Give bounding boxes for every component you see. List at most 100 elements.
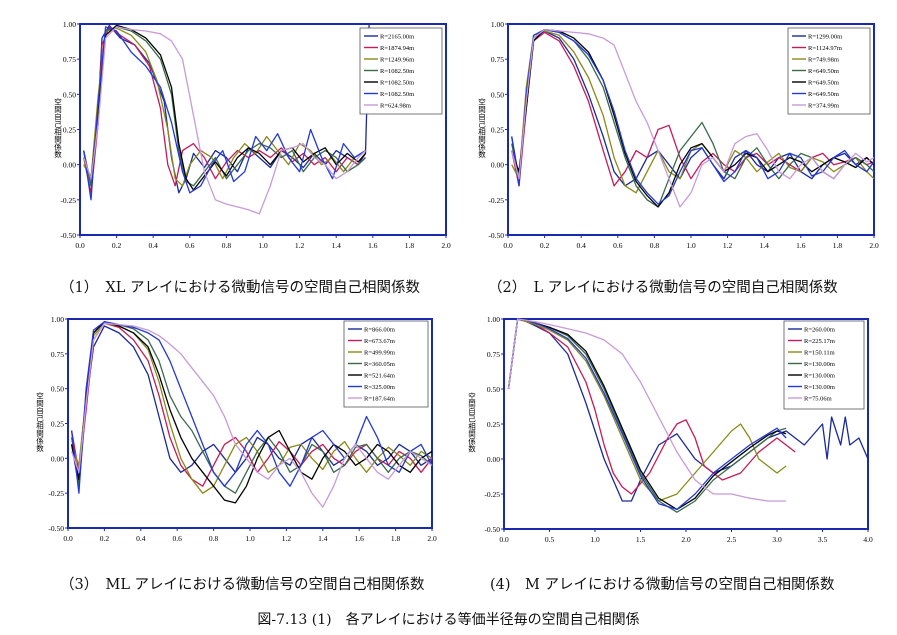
x-tick-label: 3.0 — [772, 535, 782, 544]
x-tick-label: 2.0 — [869, 241, 879, 250]
x-tick-label: 0.0 — [75, 241, 85, 250]
x-tick-label: 1.2 — [295, 241, 305, 250]
x-tick-label: 0.4 — [149, 241, 159, 250]
legend-label: R=130.00m — [804, 361, 835, 368]
y-tick-label: 1.00 — [51, 315, 64, 324]
series-line-3 — [83, 27, 366, 187]
legend-label: R=130.00m — [804, 373, 835, 380]
chart-3-svg: 1.00 0.75 0.50 0.25 0.00 -0.25 -0.500.0 0.2 0.4 0… — [35, 315, 437, 543]
chart-4-caption: (4) M アレイにおける微動信号の空間自己相関係数 — [490, 577, 835, 593]
legend-label: R=1082.50m — [380, 80, 414, 87]
y-tick-label: 0.00 — [491, 161, 504, 170]
chart-2-svg: 1.00 0.75 0.50 0.25 0.00 -0.25 -0.500.0 0.2 0.4 0… — [477, 20, 879, 250]
x-tick-label: 0.6 — [613, 241, 623, 250]
series-line-3 — [511, 30, 875, 194]
legend-label: R=1299.00m — [808, 34, 842, 41]
y-tick-label: 0.25 — [491, 126, 504, 135]
y-tick-label: -0.50 — [484, 525, 500, 534]
series-line-1 — [83, 23, 370, 194]
y-axis-label: 空間自己相関係数 — [35, 391, 44, 454]
legend-label: R=225.17m — [804, 338, 835, 345]
legend-label: R=374.99m — [808, 103, 839, 110]
y-tick-label: -0.25 — [48, 489, 64, 498]
x-tick-label: 2.0 — [427, 534, 437, 543]
legend-label: R=649.50m — [808, 68, 839, 75]
y-axis-label: 空間自己相関係数 — [53, 96, 62, 158]
y-tick-label: -0.50 — [488, 231, 504, 240]
chart-panel-1: 1.00 0.75 0.50 0.25 0.00 -0.25 -0.50 0.0 0.2 0.4 0… — [44, 12, 454, 271]
series-line-5 — [70, 321, 433, 504]
y-tick-label: -0.25 — [484, 490, 500, 499]
x-tick-label: 0.8 — [650, 241, 660, 250]
x-tick-label: 0.8 — [209, 534, 219, 543]
x-tick-label: 2.0 — [441, 241, 451, 250]
legend-label: R=187.64m — [364, 396, 395, 403]
y-tick-label: 0.00 — [51, 454, 64, 463]
chart-panel-4: 1.00 0.75 0.50 0.25 0.00 -0.25 -0.50 0.0 0.5 1.0 1… — [460, 307, 880, 556]
x-tick-label: 1.6 — [368, 241, 378, 250]
x-tick-label: 1.4 — [318, 534, 328, 543]
x-tick-label: 2.0 — [681, 535, 691, 544]
x-tick-label: 0.8 — [222, 241, 232, 250]
y-tick-label: 0.50 — [51, 385, 64, 394]
legend-label: R=866.00m — [364, 327, 395, 334]
y-tick-label: 0.75 — [491, 55, 504, 64]
legend-label: R=1124.97m — [808, 45, 842, 52]
series-line-2 — [507, 318, 796, 495]
x-tick-label: 4.0 — [863, 535, 873, 544]
legend-label: R=130.00m — [804, 384, 835, 391]
x-tick-label: 1.0 — [590, 535, 600, 544]
y-tick-label: 0.75 — [51, 350, 64, 359]
x-tick-label: 1.6 — [796, 241, 806, 250]
legend-label: R=624.98m — [380, 103, 411, 110]
x-tick-label: 0.2 — [540, 241, 550, 250]
y-tick-label: -0.25 — [60, 196, 76, 205]
x-tick-label: 1.2 — [282, 534, 292, 543]
y-tick-label: -0.50 — [48, 524, 64, 533]
chart-2-caption: （2） L アレイにおける微動信号の空間自己相関係数 — [488, 280, 838, 296]
series-line-7 — [70, 322, 433, 508]
x-tick-label: 0.4 — [577, 241, 587, 250]
legend-label: R=360.05m — [364, 361, 395, 368]
y-tick-label: 0.25 — [51, 420, 64, 429]
chart-panel-2: 1.00 0.75 0.50 0.25 0.00 -0.25 -0.50 0.0 0.2 0.4 0… — [468, 12, 883, 271]
series-line-5 — [511, 28, 875, 208]
series-line-1 — [70, 325, 433, 487]
x-tick-label: 1.0 — [686, 241, 696, 250]
y-tick-label: -0.25 — [488, 196, 504, 205]
legend-label: R=521.64m — [364, 373, 395, 380]
y-tick-label: -0.50 — [60, 231, 76, 240]
y-tick-label: 0.25 — [487, 420, 500, 429]
figure-title: 図-7.13 (1) 各アレイにおける等価半径毎の空間自己相関係 — [257, 612, 640, 628]
series-line-6 — [70, 321, 433, 494]
series-line-2 — [511, 31, 875, 187]
y-tick-label: 0.75 — [487, 350, 500, 359]
x-tick-label: 1.8 — [833, 241, 843, 250]
x-tick-label: 0.0 — [499, 535, 509, 544]
y-tick-label: 0.25 — [63, 126, 76, 135]
y-tick-label: 1.00 — [63, 20, 76, 29]
y-tick-label: 0.50 — [487, 385, 500, 394]
series-line-5 — [83, 24, 366, 191]
x-tick-label: 0.2 — [100, 534, 110, 543]
x-tick-label: 1.4 — [760, 241, 770, 250]
x-tick-label: 0.2 — [112, 241, 122, 250]
x-tick-label: 1.5 — [636, 535, 646, 544]
legend-label: R=499.99m — [364, 350, 395, 357]
series-line-6 — [507, 318, 787, 511]
y-tick-label: 0.50 — [491, 90, 504, 99]
y-tick-label: 1.00 — [491, 20, 504, 29]
legend-label: R=1249.96m — [380, 57, 414, 64]
series-line-2 — [83, 26, 366, 194]
y-axis-label: 空間自己相関係数 — [477, 96, 486, 158]
x-tick-label: 1.6 — [355, 534, 365, 543]
chart-3-caption: （3） ML アレイにおける微動信号の空間自己相関係数 — [60, 577, 425, 593]
chart-1-caption: （1） XL アレイにおける微動信号の空間自己相関係数 — [60, 280, 421, 296]
x-tick-label: 0.4 — [136, 534, 146, 543]
series-line-7 — [511, 28, 875, 208]
y-tick-label: 0.00 — [487, 455, 500, 464]
x-tick-label: 0.0 — [503, 241, 513, 250]
y-tick-label: 0.00 — [63, 161, 76, 170]
legend-label: R=325.00m — [364, 384, 395, 391]
x-tick-label: 3.5 — [818, 535, 828, 544]
